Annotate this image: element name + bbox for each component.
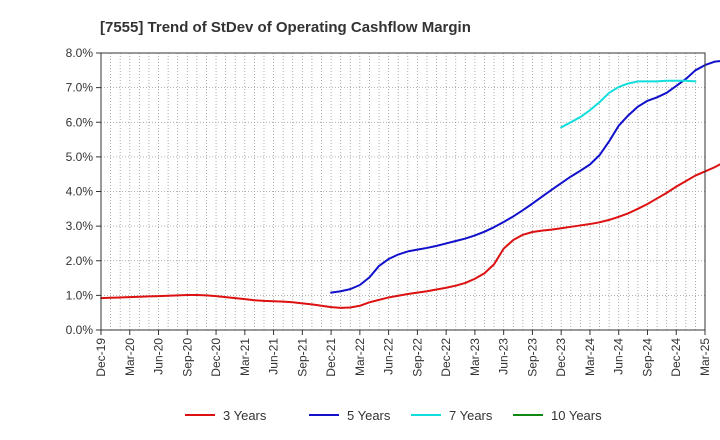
x-tick-label: Mar-24	[583, 338, 597, 376]
y-tick-label: 8.0%	[66, 46, 94, 60]
y-tick-label: 0.0%	[66, 323, 94, 337]
legend-item-3: 7 Years	[411, 408, 493, 423]
legend-label: 5 Years	[347, 408, 391, 423]
y-tick-label: 1.0%	[66, 288, 94, 302]
x-tick-label: Dec-24	[669, 338, 683, 377]
x-tick-label: Mar-20	[123, 338, 137, 376]
series-line-1	[100, 163, 720, 309]
plot-background	[101, 53, 705, 330]
legend-label: 3 Years	[223, 408, 267, 423]
plot-area	[101, 53, 705, 330]
y-axis-ticks: 0.0% 1.0% 2.0% 3.0% 4.0% 5.0% 6.0% 7.0% 8.0%	[66, 46, 101, 337]
y-tick-label: 2.0%	[66, 254, 94, 268]
legend: 3 Years 5 Years 7 Years 10 Years	[185, 408, 602, 423]
x-tick-label: Sep-20	[180, 338, 194, 377]
x-tick-label: Dec-20	[209, 338, 223, 377]
x-tick-label: Dec-21	[324, 338, 338, 377]
series-line-2	[330, 60, 720, 294]
y-tick-label: 4.0%	[66, 185, 94, 199]
x-tick-label: Jun-24	[612, 338, 626, 375]
legend-item-2: 5 Years	[309, 408, 391, 423]
y-tick-label: 3.0%	[66, 219, 94, 233]
x-axis-ticks: Dec-19 Mar-20 Jun-20 Sep-20 Dec-20 Mar-21 Jun-…	[94, 330, 712, 377]
series-lines	[100, 60, 720, 309]
y-tick-label: 7.0%	[66, 81, 94, 95]
x-tick-label: Sep-22	[410, 338, 424, 377]
x-tick-label: Jun-23	[497, 338, 511, 375]
x-tick-label: Sep-23	[525, 338, 539, 377]
x-tick-label: Jun-22	[382, 338, 396, 375]
x-tick-label: Sep-21	[295, 338, 309, 377]
x-tick-label: Sep-24	[640, 338, 654, 377]
legend-label: 10 Years	[551, 408, 602, 423]
x-tick-label: Mar-23	[468, 338, 482, 376]
x-tick-label: Jun-20	[152, 338, 166, 375]
y-tick-label: 5.0%	[66, 150, 94, 164]
x-tick-label: Dec-19	[94, 338, 108, 377]
x-tick-label: Mar-21	[238, 338, 252, 376]
legend-item-4: 10 Years	[513, 408, 602, 423]
grid-lines	[101, 52, 705, 330]
x-tick-label: Dec-23	[554, 338, 568, 377]
x-tick-label: Jun-21	[267, 338, 281, 375]
x-tick-label: Mar-22	[353, 338, 367, 376]
legend-item-1: 3 Years	[185, 408, 267, 423]
series-line-3	[560, 79, 697, 129]
x-tick-label: Mar-25	[698, 338, 712, 376]
chart-title: [7555] Trend of StDev of Operating Cashf…	[100, 19, 471, 36]
x-tick-label: Dec-22	[439, 338, 453, 377]
y-tick-label: 6.0%	[66, 115, 94, 129]
legend-label: 7 Years	[449, 408, 493, 423]
